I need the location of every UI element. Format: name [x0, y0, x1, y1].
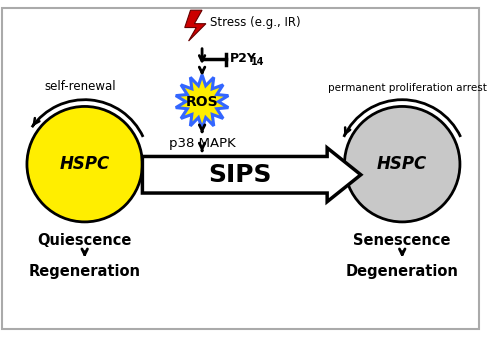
Text: Regeneration: Regeneration [28, 264, 140, 279]
Circle shape [27, 106, 142, 222]
Circle shape [344, 106, 460, 222]
Text: HSPC: HSPC [60, 155, 110, 173]
Text: P2Y: P2Y [230, 52, 257, 65]
Text: p38 MAPK: p38 MAPK [168, 136, 235, 150]
Polygon shape [176, 75, 229, 129]
Polygon shape [142, 148, 361, 202]
Text: permanent proliferation arrest: permanent proliferation arrest [328, 83, 486, 93]
Polygon shape [184, 10, 206, 41]
Text: self-renewal: self-renewal [44, 80, 116, 93]
Text: ROS: ROS [186, 95, 218, 109]
Text: Quiescence: Quiescence [38, 234, 132, 248]
Text: Degeneration: Degeneration [346, 264, 459, 279]
Text: SIPS: SIPS [208, 163, 272, 187]
Text: Stress (e.g., IR): Stress (e.g., IR) [210, 16, 300, 29]
Text: HSPC: HSPC [377, 155, 428, 173]
Text: Senescence: Senescence [354, 234, 451, 248]
Text: 14: 14 [251, 57, 264, 67]
